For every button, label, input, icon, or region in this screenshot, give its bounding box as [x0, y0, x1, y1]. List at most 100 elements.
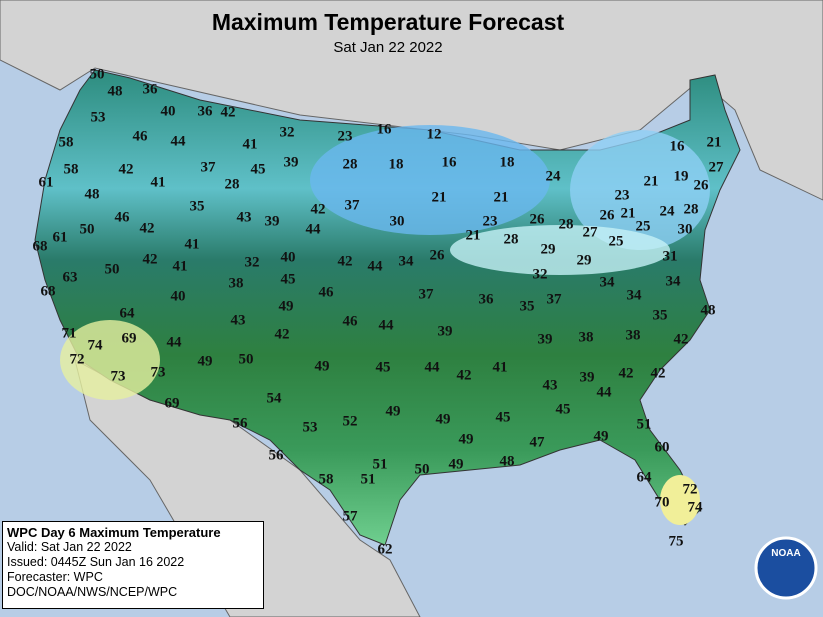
temperature: 18 — [500, 154, 515, 170]
temperature: 58 — [59, 134, 74, 150]
temperature: 41 — [243, 136, 258, 152]
temperature: 24 — [660, 203, 676, 219]
cold-area — [310, 125, 550, 235]
temperature: 42 — [651, 365, 666, 381]
temperature: 61 — [53, 229, 68, 245]
temperature: 36 — [143, 81, 159, 97]
temperature: 40 — [171, 288, 186, 304]
temperature: 73 — [111, 368, 126, 384]
temperature: 49 — [315, 358, 330, 374]
canada — [0, 0, 823, 201]
temperature: 48 — [85, 186, 100, 202]
temperature: 27 — [709, 159, 725, 175]
temperature: 49 — [436, 411, 451, 427]
temperature: 29 — [541, 241, 556, 257]
temperature: 69 — [165, 395, 180, 411]
temperature: 53 — [91, 109, 106, 125]
temperature: 35 — [653, 307, 668, 323]
temperature: 44 — [379, 317, 395, 333]
info-line: DOC/NOAA/NWS/NCEP/WPC — [7, 585, 178, 599]
temperature: 73 — [151, 364, 166, 380]
temperature: 42 — [457, 367, 472, 383]
temperature: 39 — [438, 323, 453, 339]
temperature: 41 — [173, 258, 188, 274]
temperature: 50 — [105, 261, 120, 277]
temperature: 35 — [190, 198, 205, 214]
temperature: 46 — [115, 209, 131, 225]
temperature: 40 — [161, 103, 176, 119]
temperature: 42 — [338, 253, 353, 269]
temperature: 52 — [343, 413, 358, 429]
temperature: 57 — [343, 508, 359, 524]
temperature: 19 — [674, 168, 689, 184]
temperature: 36 — [479, 291, 495, 307]
temperature: 51 — [637, 416, 652, 432]
temperature: 64 — [637, 469, 653, 485]
temperature: 72 — [683, 481, 698, 497]
cold-area — [570, 130, 710, 250]
temperature: 30 — [390, 213, 405, 229]
temperature: 28 — [559, 216, 574, 232]
temperature: 45 — [556, 401, 571, 417]
temperature: 45 — [496, 409, 511, 425]
temperature: 35 — [520, 298, 535, 314]
temperature: 23 — [483, 213, 498, 229]
info-line: Issued: 0445Z Sun Jan 16 2022 — [7, 555, 185, 569]
temperature: 48 — [701, 302, 716, 318]
temperature: 43 — [237, 209, 252, 225]
temperature: 45 — [376, 359, 391, 375]
temperature: 53 — [303, 419, 318, 435]
logo-text: NOAA — [771, 548, 800, 559]
temperature: 71 — [62, 325, 77, 341]
temperature: 41 — [185, 236, 200, 252]
temperature: 16 — [670, 138, 686, 154]
warm-area — [660, 475, 700, 525]
temperature: 16 — [377, 121, 393, 137]
temperature: 32 — [533, 266, 548, 282]
temperature: 62 — [378, 541, 393, 557]
temperature: 37 — [547, 291, 563, 307]
temperature: 34 — [666, 273, 682, 289]
temperature: 46 — [133, 128, 149, 144]
temperature: 49 — [459, 431, 474, 447]
temperature: 30 — [678, 221, 693, 237]
temperature: 40 — [281, 249, 296, 265]
temperature: 48 — [500, 453, 515, 469]
temperature: 45 — [251, 161, 266, 177]
info-line: Forecaster: WPC — [7, 570, 103, 584]
temperature: 64 — [120, 305, 136, 321]
temperature: 49 — [449, 456, 464, 472]
temperature: 26 — [530, 211, 546, 227]
temperature: 28 — [225, 176, 240, 192]
temperature: 32 — [280, 124, 295, 140]
temperature: 42 — [140, 220, 155, 236]
temperature: 70 — [655, 494, 670, 510]
temperature: 68 — [33, 238, 48, 254]
info-lines: Valid: Sat Jan 22 2022 Issued: 0445Z Sun … — [7, 540, 259, 600]
temperature: 38 — [579, 329, 594, 345]
temperature: 45 — [281, 271, 296, 287]
temperature: 29 — [577, 252, 592, 268]
temperature: 24 — [546, 168, 562, 184]
temperature: 37 — [345, 197, 361, 213]
temperature: 39 — [284, 154, 299, 170]
temperature: 50 — [80, 221, 95, 237]
temperature: 25 — [636, 218, 651, 234]
temperature: 16 — [442, 154, 458, 170]
info-box: WPC Day 6 Maximum Temperature Valid: Sat… — [2, 521, 264, 609]
temperature: 41 — [493, 359, 508, 375]
temperature: 37 — [201, 159, 217, 175]
temperature: 51 — [373, 456, 388, 472]
temperature: 28 — [684, 201, 699, 217]
temperature: 42 — [619, 365, 634, 381]
temperature: 39 — [265, 213, 280, 229]
info-title: WPC Day 6 Maximum Temperature — [7, 525, 221, 540]
temperature: 21 — [621, 205, 636, 221]
temperature: 56 — [233, 415, 249, 431]
temperature: 28 — [343, 156, 358, 172]
temperature: 50 — [239, 351, 254, 367]
temperature: 44 — [425, 359, 441, 375]
temperature: 44 — [368, 258, 384, 274]
